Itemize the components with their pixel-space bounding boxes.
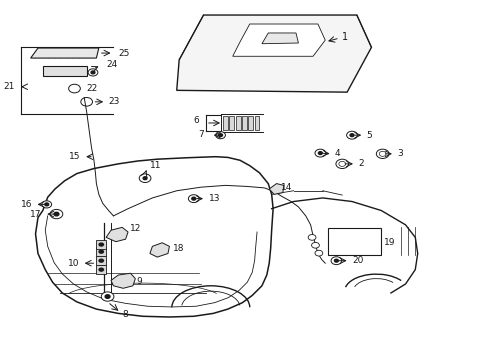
Text: 25: 25 <box>118 49 129 58</box>
Text: 9: 9 <box>137 276 142 285</box>
Polygon shape <box>36 157 273 317</box>
Polygon shape <box>327 228 381 255</box>
Text: 1: 1 <box>342 32 347 41</box>
Text: 22: 22 <box>86 84 98 93</box>
Polygon shape <box>150 243 169 257</box>
Circle shape <box>335 159 348 168</box>
Polygon shape <box>223 116 227 130</box>
Polygon shape <box>96 256 106 265</box>
Polygon shape <box>229 116 234 130</box>
Polygon shape <box>248 116 253 130</box>
Text: 7: 7 <box>197 130 203 139</box>
Polygon shape <box>96 240 106 249</box>
Circle shape <box>379 151 386 156</box>
Circle shape <box>318 152 322 154</box>
Polygon shape <box>254 116 259 130</box>
Circle shape <box>139 174 151 183</box>
Circle shape <box>98 267 104 272</box>
Text: 21: 21 <box>4 82 15 91</box>
Circle shape <box>105 295 110 298</box>
Text: 12: 12 <box>129 224 141 233</box>
Polygon shape <box>31 48 99 58</box>
Circle shape <box>42 201 52 208</box>
Text: 13: 13 <box>208 194 220 203</box>
Circle shape <box>98 249 104 254</box>
Circle shape <box>338 161 345 166</box>
Circle shape <box>314 250 322 256</box>
Circle shape <box>98 242 104 247</box>
Circle shape <box>376 149 388 158</box>
Text: 5: 5 <box>366 131 371 140</box>
Circle shape <box>191 197 195 200</box>
Text: 11: 11 <box>150 161 161 170</box>
Text: 24: 24 <box>106 60 117 69</box>
Text: 8: 8 <box>122 310 128 319</box>
Polygon shape <box>242 116 246 130</box>
Text: 16: 16 <box>20 200 32 209</box>
Circle shape <box>88 69 98 76</box>
Text: 23: 23 <box>108 97 120 106</box>
Text: 15: 15 <box>69 152 80 161</box>
Circle shape <box>143 177 147 180</box>
Circle shape <box>45 203 49 206</box>
Text: 10: 10 <box>68 259 79 268</box>
Circle shape <box>311 242 319 248</box>
Polygon shape <box>106 227 128 242</box>
Polygon shape <box>235 116 240 130</box>
Circle shape <box>98 258 104 263</box>
Circle shape <box>349 134 353 136</box>
Text: 14: 14 <box>281 183 292 192</box>
Text: 3: 3 <box>397 149 403 158</box>
Text: 18: 18 <box>172 244 184 253</box>
Circle shape <box>188 195 199 203</box>
Polygon shape <box>96 265 106 274</box>
Circle shape <box>50 210 62 219</box>
Text: 19: 19 <box>384 238 395 247</box>
Polygon shape <box>269 184 283 194</box>
Circle shape <box>81 98 92 106</box>
Circle shape <box>54 212 59 216</box>
Text: 6: 6 <box>192 116 198 125</box>
Text: 4: 4 <box>334 149 340 158</box>
Text: 17: 17 <box>30 210 42 219</box>
Circle shape <box>218 134 222 136</box>
Circle shape <box>330 257 341 265</box>
Polygon shape <box>176 15 371 92</box>
Polygon shape <box>232 24 325 56</box>
Circle shape <box>307 234 315 240</box>
Circle shape <box>334 259 338 262</box>
Polygon shape <box>111 273 135 288</box>
Text: 20: 20 <box>351 256 363 265</box>
Circle shape <box>314 149 325 157</box>
Polygon shape <box>262 33 298 44</box>
Circle shape <box>346 131 357 139</box>
Circle shape <box>101 292 114 301</box>
Circle shape <box>91 71 95 74</box>
Circle shape <box>68 84 80 93</box>
Polygon shape <box>96 247 106 256</box>
Polygon shape <box>43 66 86 76</box>
Text: 2: 2 <box>358 159 364 168</box>
Circle shape <box>215 132 225 139</box>
